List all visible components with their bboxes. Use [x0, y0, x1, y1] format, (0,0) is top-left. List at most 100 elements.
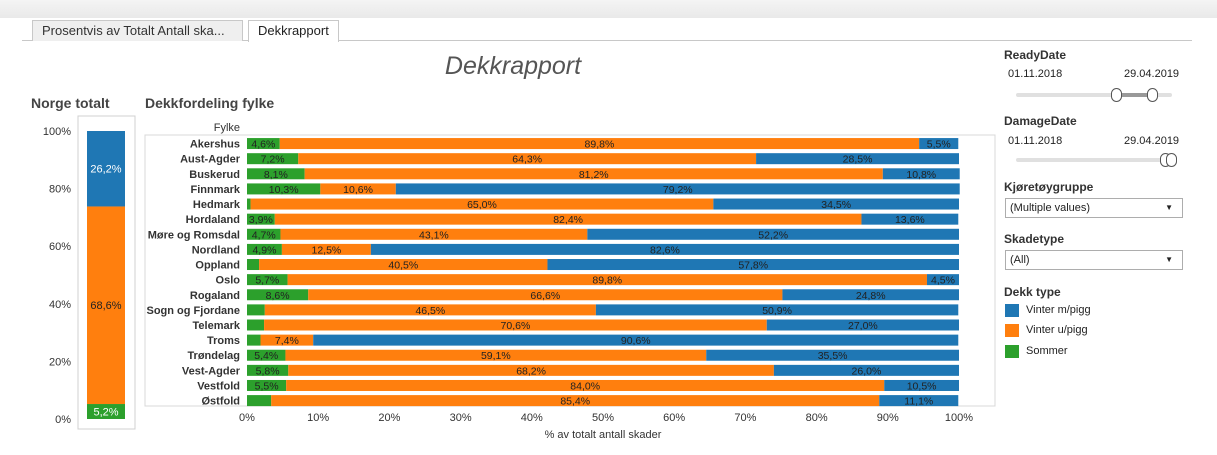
data-label: 26,2% — [90, 164, 121, 176]
bar-segment — [287, 274, 927, 286]
data-label: 65,0% — [467, 199, 497, 211]
bar-segment — [271, 395, 880, 407]
damage-type-dropdown[interactable]: (All) ▼ — [1005, 250, 1183, 270]
bar-segment — [320, 183, 396, 195]
data-label: 64,3% — [512, 154, 542, 166]
x-tick-label: 90% — [877, 412, 899, 424]
vehicle-group-dropdown[interactable]: (Multiple values) ▼ — [1005, 198, 1183, 218]
data-label: 35,5% — [818, 350, 848, 362]
data-label: 68,2% — [516, 365, 546, 377]
data-label: 4,9% — [252, 244, 276, 256]
data-label: 46,5% — [415, 305, 445, 317]
ready-date-label: ReadyDate — [1004, 48, 1067, 62]
data-label: 26,0% — [852, 365, 882, 377]
bar-segment — [250, 198, 714, 210]
data-label: 52,2% — [758, 229, 788, 241]
data-label: 66,6% — [530, 290, 560, 302]
row-label: Hordaland — [186, 214, 240, 226]
data-label: 85,4% — [560, 396, 590, 408]
x-tick-label: 0% — [239, 412, 255, 424]
damage-date-slider[interactable] — [1016, 158, 1172, 162]
damage-date-label: DamageDate — [1004, 114, 1077, 128]
damage-type-label: Skadetype — [1004, 232, 1065, 246]
row-label: Buskerud — [189, 169, 240, 181]
bar-segment — [280, 228, 588, 240]
row-label: Nordland — [192, 244, 240, 256]
bar-segment — [87, 131, 125, 207]
data-label: 12,5% — [311, 244, 341, 256]
data-label: 89,8% — [592, 275, 622, 287]
row-label: Aust-Agder — [180, 154, 241, 166]
data-label: 8,1% — [264, 169, 288, 181]
bar-segment — [247, 198, 251, 210]
data-label: 40,5% — [388, 260, 418, 272]
bar-segment — [861, 213, 959, 225]
x-tick-label: 80% — [806, 412, 828, 424]
tab-dekkrapport[interactable]: Dekkrapport — [248, 20, 339, 42]
bar-segment — [247, 334, 261, 346]
data-label: 34,5% — [821, 199, 851, 211]
data-label: 68,6% — [90, 300, 121, 312]
y-tick-label: 40% — [49, 299, 71, 311]
tab-prosentvis[interactable]: Prosentvis av Totalt Antall ska... — [32, 20, 243, 41]
bar-segment — [547, 259, 959, 271]
data-label: 84,0% — [570, 380, 600, 392]
x-tick-label: 60% — [663, 412, 685, 424]
data-label: 5,8% — [256, 365, 280, 377]
data-label: 4,6% — [251, 139, 275, 151]
data-label: 57,8% — [738, 260, 768, 272]
chevron-down-icon: ▼ — [1165, 203, 1173, 212]
bar-segment — [713, 198, 959, 210]
bar-segment — [87, 206, 125, 405]
y-tick-label: 0% — [55, 414, 71, 426]
data-label: 81,2% — [579, 169, 609, 181]
bar-segment — [247, 153, 299, 165]
damage-date-start: 01.11.2018 — [1008, 135, 1063, 147]
row-label: Vest-Agder — [182, 365, 241, 377]
county-distribution-chart: Fylke Akershus 4,6% 89,8% 5,5% Aust-Agder 7,2%… — [144, 122, 996, 441]
bar-segment — [587, 228, 959, 240]
y-tick-label: 60% — [49, 241, 71, 253]
bar-segment — [247, 168, 305, 180]
legend-swatch — [1005, 324, 1019, 337]
row-label: Østfold — [202, 396, 241, 408]
ready-date-range — [1117, 93, 1153, 97]
row-label: Telemark — [193, 320, 241, 332]
damage-date-end-handle[interactable] — [1166, 153, 1177, 167]
data-label: 5,5% — [255, 380, 279, 392]
x-tick-label: 50% — [592, 412, 614, 424]
bar-segment — [286, 379, 885, 391]
legend-title: Dekk type — [1004, 285, 1061, 299]
chevron-down-icon: ▼ — [1165, 255, 1173, 264]
bar-segment — [260, 334, 314, 346]
bar-segment — [247, 304, 265, 316]
row-label: Troms — [207, 335, 240, 347]
data-label: 4,5% — [931, 275, 955, 287]
ready-date-end-handle[interactable] — [1147, 88, 1158, 102]
row-label: Rogaland — [190, 290, 240, 302]
ready-date-start-handle[interactable] — [1111, 88, 1122, 102]
top-toolbar — [0, 0, 1217, 18]
county-chart-title: Dekkfordeling fylke — [145, 95, 275, 111]
data-label: 13,6% — [895, 214, 925, 226]
bar-segment — [247, 259, 260, 271]
data-label: 5,5% — [927, 139, 951, 151]
data-label: 90,6% — [621, 335, 651, 347]
data-label: 82,6% — [650, 244, 680, 256]
bar-segment — [308, 289, 783, 301]
row-label: Møre og Romsdal — [148, 229, 240, 241]
bar-segment — [259, 259, 548, 271]
vehicle-group-label: Kjøretøygruppe — [1004, 180, 1094, 194]
data-label: 82,4% — [553, 214, 583, 226]
row-label: Oslo — [216, 275, 241, 287]
bar-segment — [264, 304, 596, 316]
data-label: 3,9% — [249, 214, 273, 226]
sheet-tabs: Prosentvis av Totalt Antall ska... Dekkr… — [22, 18, 1192, 42]
ready-date-slider[interactable] — [1016, 93, 1172, 97]
dashboard-title: Dekkrapport — [444, 52, 582, 80]
norway-total-chart: 0% 20% 40% 60% 80% 100% 5,2% 68,6% 26,2% — [43, 115, 136, 430]
y-tick-label: 80% — [49, 184, 71, 196]
bar-segment — [766, 319, 959, 331]
y-tick-label: 100% — [43, 126, 71, 138]
bar-segment — [879, 395, 959, 407]
